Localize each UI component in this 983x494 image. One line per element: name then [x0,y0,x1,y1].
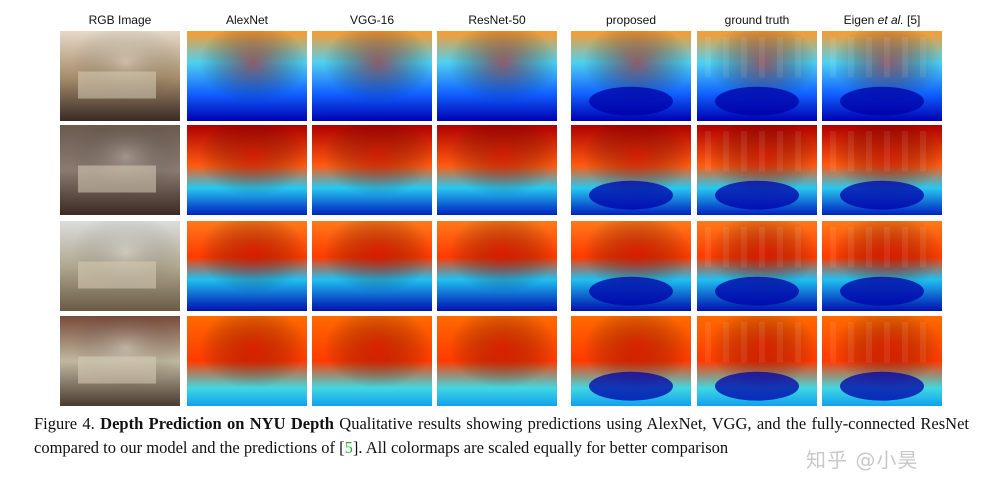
rgb-image-thumbnail [60,221,180,311]
depth-map-thumbnail [571,221,691,311]
depth-map-thumbnail [822,125,942,215]
depth-map-thumbnail [437,316,557,406]
depth-map-thumbnail [312,125,432,215]
citation-link[interactable]: 5 [344,438,353,457]
depth-map-thumbnail [571,31,691,121]
col-header-proposed: proposed [605,13,657,27]
rgb-image-thumbnail [60,31,180,121]
depth-map-thumbnail [187,31,307,121]
col-header-alexnet: AlexNet [225,13,269,27]
col-header-vgg16: VGG-16 [349,13,394,27]
rgb-image-thumbnail [60,125,180,215]
depth-map-thumbnail [187,125,307,215]
depth-map-thumbnail [187,221,307,311]
depth-map-thumbnail [822,316,942,406]
depth-map-thumbnail [822,31,942,121]
depth-map-thumbnail [437,221,557,311]
col-header-resnet50: ResNet-50 [468,13,526,27]
depth-map-thumbnail [187,316,307,406]
eigen-label-prefix: Eigen [843,13,878,27]
depth-map-thumbnail [822,221,942,311]
rgb-image-thumbnail [60,316,180,406]
depth-map-thumbnail [697,221,817,311]
depth-map-thumbnail [571,316,691,406]
depth-map-thumbnail [697,316,817,406]
watermark-logo: 知乎 @小昊 [806,448,919,472]
depth-map-thumbnail [697,31,817,121]
depth-map-thumbnail [697,125,817,215]
figure-title: Depth Prediction on NYU Depth [100,414,334,433]
depth-map-thumbnail [437,31,557,121]
figure-caption: Figure 4. Depth Prediction on NYU Depth … [34,412,969,460]
eigen-label-suffix: [5] [903,13,921,27]
depth-map-thumbnail [312,221,432,311]
caption-text-1: Qualitative results showing predictions … [34,414,969,457]
figure-label: Figure 4. [34,414,95,433]
eigen-label-italic: et al. [877,13,904,27]
col-header-ground-truth: ground truth [724,13,790,27]
depth-map-thumbnail [312,316,432,406]
caption-text-2: ]. All colormaps are scaled equally for … [352,438,729,457]
depth-map-thumbnail [571,125,691,215]
col-header-eigen: Eigen et al. [5] [822,13,942,27]
depth-map-thumbnail [312,31,432,121]
depth-map-thumbnail [437,125,557,215]
col-header-rgb: RGB Image [88,13,152,27]
